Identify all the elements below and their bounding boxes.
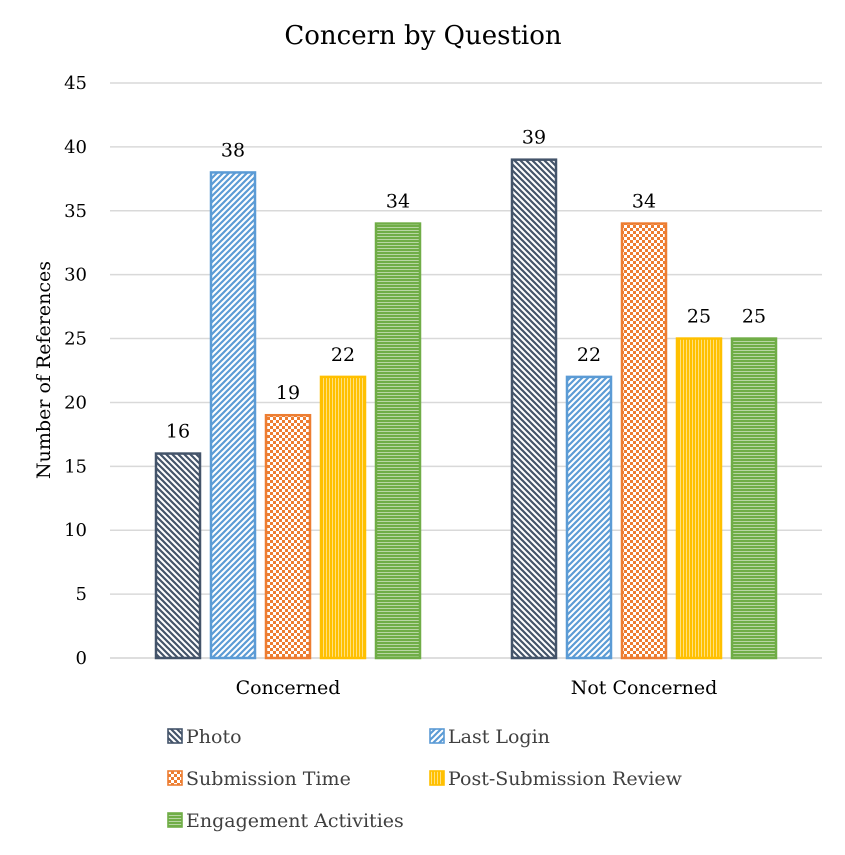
x-axis-categories: Concerned Not Concerned [236, 677, 718, 699]
legend-swatch [429, 770, 445, 786]
data-label: 39 [522, 127, 546, 149]
legend-item: Engagement Activities [167, 810, 404, 832]
y-axis-ticks: 0 5 10 15 20 25 30 35 40 45 [64, 73, 87, 669]
legend-swatch [167, 770, 183, 786]
bars [154, 158, 778, 660]
y-tick-label: 25 [64, 329, 87, 350]
legend-swatch [429, 728, 445, 744]
y-tick-label: 20 [64, 392, 87, 413]
legend-label: Submission Time [186, 768, 351, 790]
chart-title: Concern by Question [284, 21, 561, 51]
data-label: 25 [687, 306, 711, 328]
data-label: 34 [632, 191, 656, 213]
legend-item: Post-Submission Review [429, 768, 683, 790]
y-tick-label: 40 [64, 137, 87, 158]
data-label: 25 [742, 306, 766, 328]
y-axis-label: Number of References [33, 261, 55, 479]
data-label: 34 [386, 191, 410, 213]
bar-engagement-activities [730, 337, 778, 660]
data-label: 19 [276, 382, 300, 404]
data-label: 16 [166, 421, 190, 443]
bar-post-submission-review [675, 337, 723, 660]
y-tick-label: 30 [64, 265, 87, 286]
bar-post-submission-review [319, 375, 367, 660]
data-label: 22 [331, 344, 355, 366]
bar-engagement-activities [374, 222, 422, 660]
legend-label: Engagement Activities [186, 810, 404, 832]
legend-item: Submission Time [167, 768, 351, 790]
legend-label: Post-Submission Review [448, 768, 683, 790]
bar-submission-time [620, 222, 668, 660]
data-label: 38 [221, 139, 245, 161]
y-tick-label: 15 [64, 456, 87, 477]
bar-last-login [209, 171, 257, 660]
bar-last-login [565, 375, 613, 660]
legend-swatch [167, 812, 183, 828]
y-tick-label: 45 [64, 73, 87, 94]
legend-item: Last Login [429, 726, 550, 748]
legend-item: Photo [167, 726, 242, 748]
x-category-label: Not Concerned [571, 677, 718, 699]
y-tick-label: 35 [64, 201, 87, 222]
bar-photo [154, 452, 202, 660]
data-label: 22 [577, 344, 601, 366]
x-category-label: Concerned [236, 677, 341, 699]
legend-label: Last Login [448, 726, 550, 748]
bar-submission-time [264, 413, 312, 660]
legend-swatch [167, 728, 183, 744]
legend-label: Photo [186, 726, 242, 748]
bar-photo [510, 158, 558, 660]
legend: Photo Last Login Submission Time Post-Submi… [167, 726, 683, 832]
y-tick-label: 5 [76, 584, 87, 605]
y-tick-label: 0 [76, 648, 87, 669]
data-labels: 16 38 19 22 34 39 22 34 25 25 [166, 127, 766, 443]
y-tick-label: 10 [64, 520, 87, 541]
